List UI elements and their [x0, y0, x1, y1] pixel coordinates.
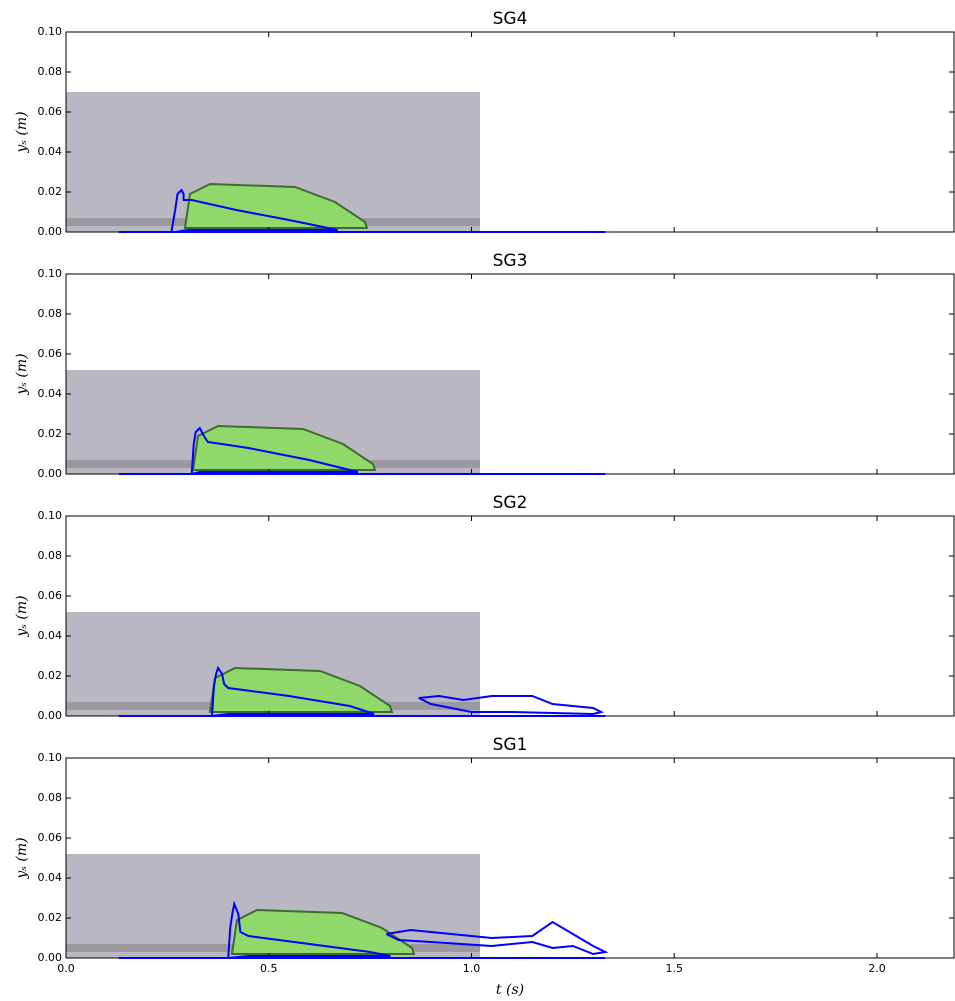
- y-tick-label: 0.10: [38, 751, 63, 764]
- y-tick-label: 0.10: [38, 509, 63, 522]
- y-tick-label: 0.06: [38, 347, 63, 360]
- contour-line: [418, 694, 605, 716]
- y-tick-label: 0.08: [38, 791, 63, 804]
- x-tick-label: 0.0: [57, 962, 75, 975]
- x-tick-label: 1.0: [463, 962, 481, 975]
- panel-title: SG3: [493, 251, 528, 271]
- y-tick-label: 0.08: [38, 65, 63, 78]
- y-tick-label: 0.06: [38, 589, 63, 602]
- y-axis-label: yₛ (m): [14, 595, 30, 637]
- y-tick-label: 0.04: [38, 629, 63, 642]
- x-tick-label: 2.0: [868, 962, 886, 975]
- y-tick-label: 0.08: [38, 549, 63, 562]
- y-tick-label: 0.02: [38, 911, 63, 924]
- y-axis-label: yₛ (m): [14, 837, 30, 879]
- y-axis-label: yₛ (m): [14, 111, 30, 153]
- x-axis-label: t (s): [496, 982, 524, 998]
- y-tick-label: 0.02: [38, 427, 63, 440]
- contour-line: [190, 426, 359, 475]
- panel-title: SG1: [493, 735, 528, 755]
- photo-fluid: [191, 424, 377, 471]
- y-tick-label: 0.00: [38, 467, 63, 480]
- y-tick-label: 0.02: [38, 185, 63, 198]
- x-tick-label: 1.5: [665, 962, 683, 975]
- photo-fluid: [183, 182, 369, 229]
- y-tick-label: 0.00: [38, 951, 63, 964]
- contour-line: [210, 665, 375, 717]
- panel-title: SG4: [493, 9, 528, 29]
- contour-line: [170, 188, 338, 233]
- y-tick-label: 0.04: [38, 871, 63, 884]
- x-tick-label: 0.5: [260, 962, 278, 975]
- photo-fluid: [208, 666, 394, 713]
- y-tick-label: 0.08: [38, 307, 63, 320]
- contour-line: [385, 920, 609, 956]
- contour-line: [227, 900, 391, 959]
- y-tick-label: 0.02: [38, 669, 63, 682]
- y-axis-label: yₛ (m): [14, 353, 30, 395]
- y-tick-label: 0.06: [38, 105, 63, 118]
- y-tick-label: 0.06: [38, 831, 63, 844]
- y-tick-label: 0.00: [38, 225, 63, 238]
- y-tick-label: 0.10: [38, 25, 63, 38]
- y-tick-label: 0.04: [38, 145, 63, 158]
- panel-title: SG2: [493, 493, 528, 513]
- y-tick-label: 0.00: [38, 709, 63, 722]
- y-tick-label: 0.04: [38, 387, 63, 400]
- photo-fluid: [230, 908, 416, 955]
- y-tick-label: 0.10: [38, 267, 63, 280]
